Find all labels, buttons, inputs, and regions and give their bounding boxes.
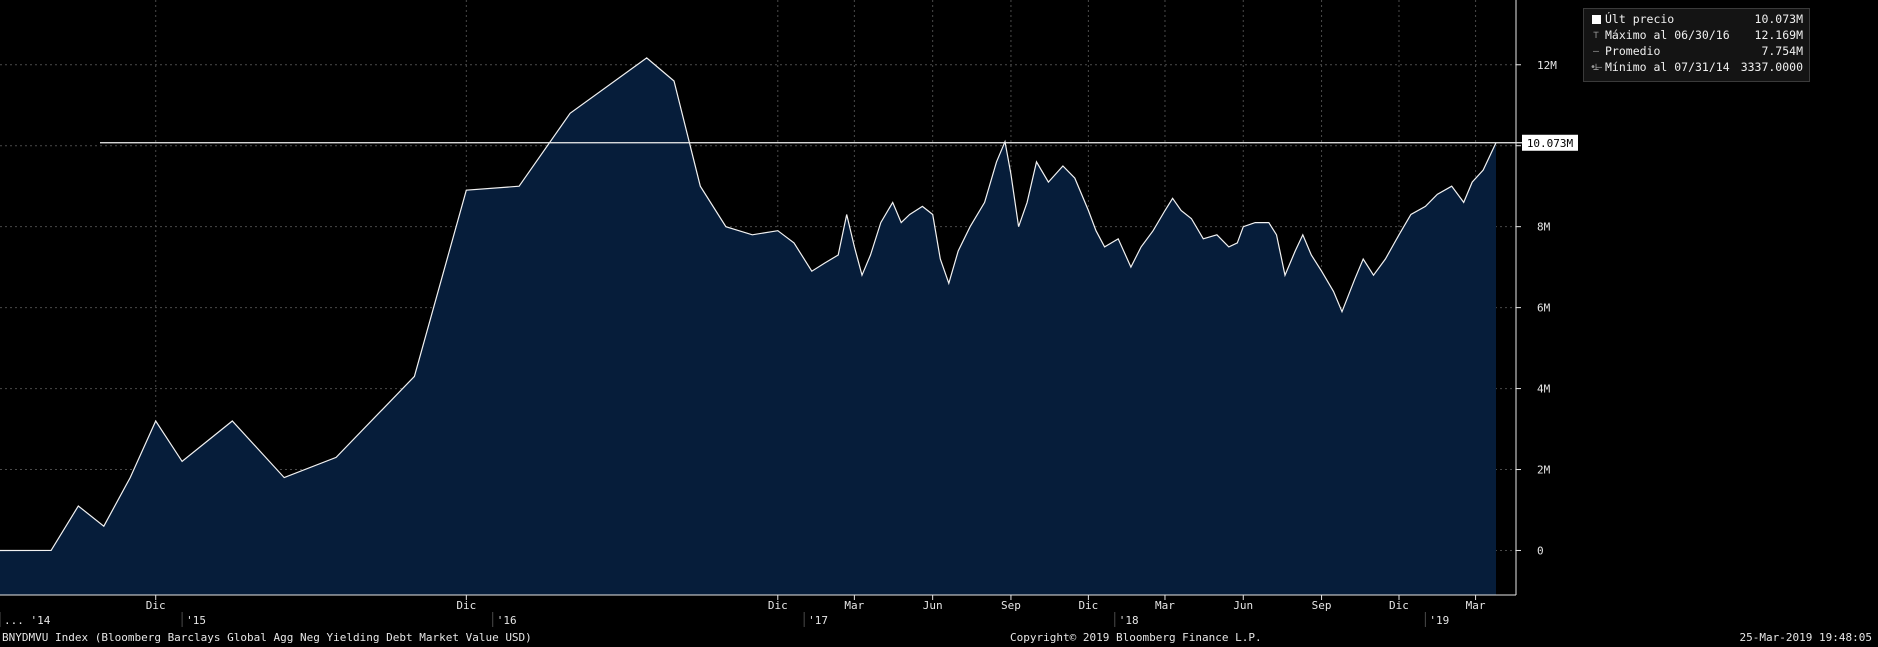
x-tick-label: Jun bbox=[923, 599, 943, 612]
year-label: '15 bbox=[186, 614, 206, 627]
x-tick-label: Dic bbox=[768, 599, 788, 612]
series-area bbox=[0, 57, 1496, 595]
legend-row-average: –•– Promedio 7.754M bbox=[1584, 44, 1809, 73]
year-label: '18 bbox=[1119, 614, 1139, 627]
series-line bbox=[0, 57, 1497, 552]
legend-value: 7.754M bbox=[1761, 44, 1803, 58]
x-tick-label: Dic bbox=[146, 599, 166, 612]
average-icon: –•– bbox=[1590, 46, 1603, 73]
footer-bar: BNYDMVU Index (Bloomberg Barclays Global… bbox=[0, 629, 1878, 647]
x-tick-label: Dic bbox=[456, 599, 476, 612]
x-tick-label: Mar bbox=[1466, 599, 1486, 612]
high-icon: ⊤ bbox=[1592, 30, 1600, 41]
year-label: '16 bbox=[497, 614, 517, 627]
y-tick-label: 4M bbox=[1537, 383, 1551, 396]
legend-row-high: ⊤ Máximo al 06/30/16 12.169M bbox=[1584, 28, 1809, 43]
last-price-tag bbox=[1522, 134, 1578, 151]
x-tick-label: Jun bbox=[1233, 599, 1253, 612]
x-tick-label: Dic bbox=[1389, 599, 1409, 612]
index-description: BNYDMVU Index (Bloomberg Barclays Global… bbox=[2, 631, 532, 644]
legend-value: 10.073M bbox=[1754, 12, 1803, 26]
year-label: ... '14 bbox=[4, 614, 51, 627]
legend-label: Máximo al 06/30/16 bbox=[1605, 28, 1730, 42]
x-tick-label: Mar bbox=[844, 599, 864, 612]
last-price-label: 10.073M bbox=[1527, 137, 1574, 150]
year-label: '19 bbox=[1429, 614, 1449, 627]
legend-label: Mínimo al 07/31/14 bbox=[1605, 60, 1730, 74]
y-tick-label: 2M bbox=[1537, 464, 1551, 477]
timestamp: 25-Mar-2019 19:48:05 bbox=[1739, 631, 1872, 644]
y-tick-label: 12M bbox=[1537, 59, 1557, 72]
x-tick-label: Sep bbox=[1312, 599, 1332, 612]
legend-label: Promedio bbox=[1605, 44, 1661, 58]
x-tick-label: Dic bbox=[1078, 599, 1098, 612]
series-layer bbox=[0, 57, 1522, 595]
y-tick-label: 0 bbox=[1537, 544, 1544, 557]
y-tick-label: 6M bbox=[1537, 302, 1551, 315]
copyright-text: Copyright© 2019 Bloomberg Finance L.P. bbox=[1010, 631, 1262, 644]
price-chart: 02M4M6M8M10M12MDicDicDicMarJunSepDicMarJ… bbox=[0, 0, 1578, 627]
legend-row-last-price: Últ precio 10.073M bbox=[1584, 12, 1809, 27]
x-tick-label: Sep bbox=[1001, 599, 1021, 612]
axis-layer: 02M4M6M8M10M12MDicDicDicMarJunSepDicMarJ… bbox=[0, 0, 1578, 627]
legend-value: 12.169M bbox=[1754, 28, 1803, 42]
y-tick-label: 8M bbox=[1537, 221, 1551, 234]
legend-label: Últ precio bbox=[1605, 12, 1675, 26]
legend-row-low: ⊥ Mínimo al 07/31/14 3337.0000 bbox=[1584, 60, 1809, 75]
low-icon: ⊥ bbox=[1592, 62, 1600, 73]
x-tick-label: Mar bbox=[1155, 599, 1175, 612]
legend-swatch bbox=[1590, 12, 1602, 27]
legend-value: 3337.0000 bbox=[1740, 60, 1803, 74]
legend-panel: Últ precio 10.073M ⊤ Máximo al 06/30/16 … bbox=[1583, 8, 1810, 82]
year-label: '17 bbox=[808, 614, 828, 627]
